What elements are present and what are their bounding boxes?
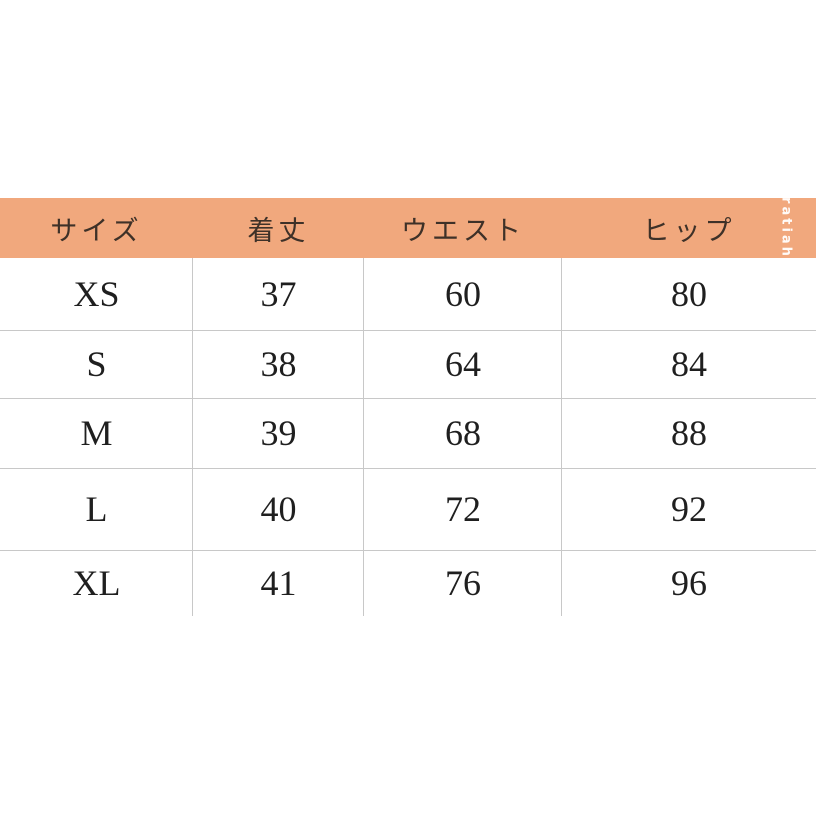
grid-vline bbox=[192, 258, 193, 616]
grid-vline bbox=[363, 258, 364, 616]
grid-hline bbox=[0, 330, 816, 331]
cell-size: XS bbox=[73, 274, 120, 314]
cell-length: 37 bbox=[260, 274, 297, 314]
header-size: サイズ bbox=[50, 215, 143, 246]
cell-hip: 88 bbox=[671, 413, 707, 453]
grid-vline bbox=[561, 258, 562, 616]
cell-waist: 60 bbox=[445, 274, 481, 314]
cell-waist: 72 bbox=[445, 489, 481, 529]
cell-hip: 84 bbox=[671, 344, 707, 384]
table-row-xl: XL 41 76 96 bbox=[0, 550, 816, 616]
table-row-s: S 38 64 84 bbox=[0, 330, 816, 398]
cell-length: 39 bbox=[260, 413, 297, 453]
watermark-text: ratiah bbox=[778, 197, 794, 259]
cell-size: S bbox=[86, 344, 107, 384]
cell-hip: 80 bbox=[671, 274, 707, 314]
cell-length: 38 bbox=[260, 344, 297, 384]
cell-hip: 92 bbox=[671, 489, 707, 529]
grid-hline bbox=[0, 468, 816, 469]
cell-size: L bbox=[85, 489, 108, 529]
cell-length: 40 bbox=[260, 489, 297, 529]
cell-waist: 64 bbox=[445, 344, 481, 384]
header-hip: ヒップ bbox=[642, 215, 736, 246]
grid-hline bbox=[0, 550, 816, 551]
header-waist: ウエスト bbox=[401, 215, 525, 246]
header-length: 着丈 bbox=[247, 215, 310, 246]
table-row-l: L 40 72 92 bbox=[0, 468, 816, 550]
table-body: XS 37 60 80 S 38 64 84 M 39 68 88 L 40 7… bbox=[0, 258, 816, 616]
cell-length: 41 bbox=[260, 563, 297, 603]
cell-waist: 68 bbox=[445, 413, 481, 453]
table-row-m: M 39 68 88 bbox=[0, 398, 816, 468]
table-row-xs: XS 37 60 80 bbox=[0, 258, 816, 330]
cell-size: XL bbox=[72, 563, 121, 603]
cell-hip: 96 bbox=[671, 563, 707, 603]
table-header-row: サイズ 着丈 ウエスト ヒップ ratiah bbox=[0, 197, 816, 259]
cell-waist: 76 bbox=[445, 563, 481, 603]
cell-size: M bbox=[80, 413, 113, 453]
grid-hline bbox=[0, 398, 816, 399]
